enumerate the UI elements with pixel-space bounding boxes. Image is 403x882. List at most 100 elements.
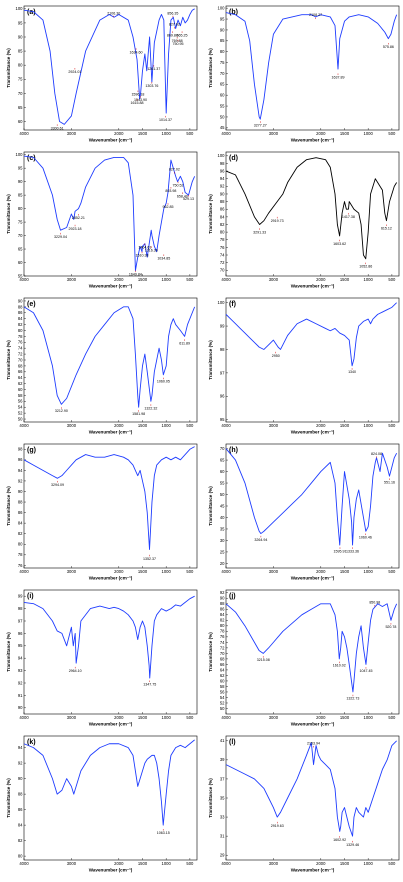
y-tick-label: 100 xyxy=(16,152,24,157)
x-axis-label: Wavenumber (cm⁻¹) xyxy=(291,138,335,143)
spectrum-line xyxy=(225,448,398,546)
peak-label: 3212.90 xyxy=(55,409,68,413)
peak-label: 1303.76 xyxy=(145,84,158,88)
peak-label: 1464.63 xyxy=(138,246,151,250)
x-tick-label: 1000 xyxy=(364,131,374,136)
x-axis-label: Wavenumber (cm⁻¹) xyxy=(291,576,335,581)
x-tick-label: 3000 xyxy=(269,277,279,282)
x-tick-label: 4000 xyxy=(19,861,29,866)
x-tick-label: 3000 xyxy=(67,423,77,428)
x-tick-label: 500 xyxy=(388,569,396,574)
x-axis-label: Wavenumber (cm⁻¹) xyxy=(89,868,133,873)
spectrum-line xyxy=(23,8,195,125)
plot-frame xyxy=(225,5,400,131)
y-tick-label: 70 xyxy=(220,651,225,656)
panel-e: 5052545658606264666870727476788082848688… xyxy=(6,297,198,435)
y-tick-label: 65 xyxy=(220,457,225,462)
peak-label: 2852.21 xyxy=(72,216,85,220)
y-tick-label: 58 xyxy=(220,684,225,689)
y-tick-label: 72 xyxy=(220,645,225,650)
plot-frame xyxy=(23,443,198,569)
peak-label: 1634.60 xyxy=(130,50,143,54)
x-tick-label: 2000 xyxy=(114,131,124,136)
x-tick-label: 1500 xyxy=(138,423,148,428)
peak-label: 750.52 xyxy=(173,184,184,188)
panel-d: 70 72 74 76 78 80 82 84 86 88 90 92 94 96 98 100 4000 300… xyxy=(208,151,400,289)
x-axis-label: Wavenumber (cm⁻¹) xyxy=(291,284,335,289)
y-tick-label: 74 xyxy=(220,252,225,257)
y-tick-label: 20 xyxy=(220,561,225,566)
y-tick-label: 80 xyxy=(18,854,23,859)
y-tick-label: 70 xyxy=(18,233,23,238)
x-tick-label: 1500 xyxy=(340,861,350,866)
x-tick-label: 1500 xyxy=(340,131,350,136)
spectrum-line xyxy=(23,446,195,550)
y-tick-label: 82 xyxy=(18,322,23,327)
panel-letter: (j) xyxy=(229,593,236,600)
peak-label: 1615.88 xyxy=(131,101,144,105)
panel-letter: (c) xyxy=(27,155,36,162)
peak-label: 1581.98 xyxy=(132,412,145,416)
peak-label: 611.89 xyxy=(179,341,190,345)
peak-label: 1649.84 xyxy=(129,273,142,277)
x-tick-label: 1500 xyxy=(138,569,148,574)
y-axis-label: Transmittance (%) xyxy=(6,48,11,88)
y-tick-label: 90 xyxy=(18,489,23,494)
x-tick-label: 3000 xyxy=(269,861,279,866)
y-tick-label: 60 xyxy=(18,260,23,265)
y-tick-label: 88 xyxy=(220,601,225,606)
panel-c: 55 60 65 70 75 80 85 90 95 100 4000 3000 2000 1500 100… xyxy=(6,151,198,289)
y-tick-label: 70 xyxy=(220,71,225,76)
y-tick-label: 62 xyxy=(220,673,225,678)
y-tick-label: 84 xyxy=(18,316,23,321)
y-axis-label: Transmittance (%) xyxy=(6,340,11,380)
x-tick-label: 500 xyxy=(388,423,396,428)
peak-label: 1060.05 xyxy=(157,380,170,384)
y-tick-label: 94 xyxy=(18,468,23,473)
panel-letter: (h) xyxy=(229,447,238,454)
peak-label: 1610.02 xyxy=(333,664,346,668)
peak-label: 2919.73 xyxy=(271,219,284,223)
y-tick-label: 66 xyxy=(18,369,23,374)
y-tick-label: 64 xyxy=(220,667,225,672)
y-tick-label: 90 xyxy=(18,776,23,781)
y-tick-label: 75 xyxy=(18,219,23,224)
y-tick-label: 82 xyxy=(18,838,23,843)
y-tick-label: 54 xyxy=(18,405,23,410)
x-tick-label: 500 xyxy=(186,715,194,720)
y-tick-label: 84 xyxy=(18,521,23,526)
y-tick-label: 74 xyxy=(18,346,23,351)
peak-label: 827.62 xyxy=(169,23,180,27)
x-tick-label: 1500 xyxy=(138,277,148,282)
y-tick-label: 70 xyxy=(220,268,225,273)
y-tick-label: 35 xyxy=(220,526,225,531)
y-tick-label: 50 xyxy=(18,416,23,421)
x-tick-label: 2000 xyxy=(114,277,124,282)
y-tick-label: 98 xyxy=(220,347,225,352)
y-tick-label: 90 xyxy=(220,27,225,32)
y-tick-label: 86 xyxy=(18,510,23,515)
peak-label: 2153.94 xyxy=(307,741,320,745)
y-tick-label: 98 xyxy=(18,447,23,452)
y-tick-label: 95 xyxy=(220,16,225,21)
y-tick-label: 65 xyxy=(18,246,23,251)
x-axis-label: Wavenumber (cm⁻¹) xyxy=(89,430,133,435)
y-tick-label: 85 xyxy=(18,193,23,198)
y-tick-label: 72 xyxy=(18,351,23,356)
peak-label: 856.35 xyxy=(167,11,178,15)
x-tick-label: 500 xyxy=(388,277,396,282)
y-tick-label: 68 xyxy=(220,656,225,661)
x-tick-label: 500 xyxy=(388,715,396,720)
y-tick-label: 76 xyxy=(18,340,23,345)
x-tick-label: 3000 xyxy=(67,861,77,866)
x-tick-label: 3000 xyxy=(67,131,77,136)
peak-label: 1014.37 xyxy=(159,118,172,122)
y-tick-label: 62 xyxy=(18,381,23,386)
y-tick-label: 98 xyxy=(18,606,23,611)
x-tick-label: 2000 xyxy=(316,423,326,428)
y-tick-label: 60 xyxy=(220,469,225,474)
y-tick-label: 31 xyxy=(220,834,225,839)
peak-label: 1596.18 xyxy=(131,93,144,97)
x-tick-label: 1000 xyxy=(162,861,172,866)
peak-label: 3291.33 xyxy=(253,230,266,234)
